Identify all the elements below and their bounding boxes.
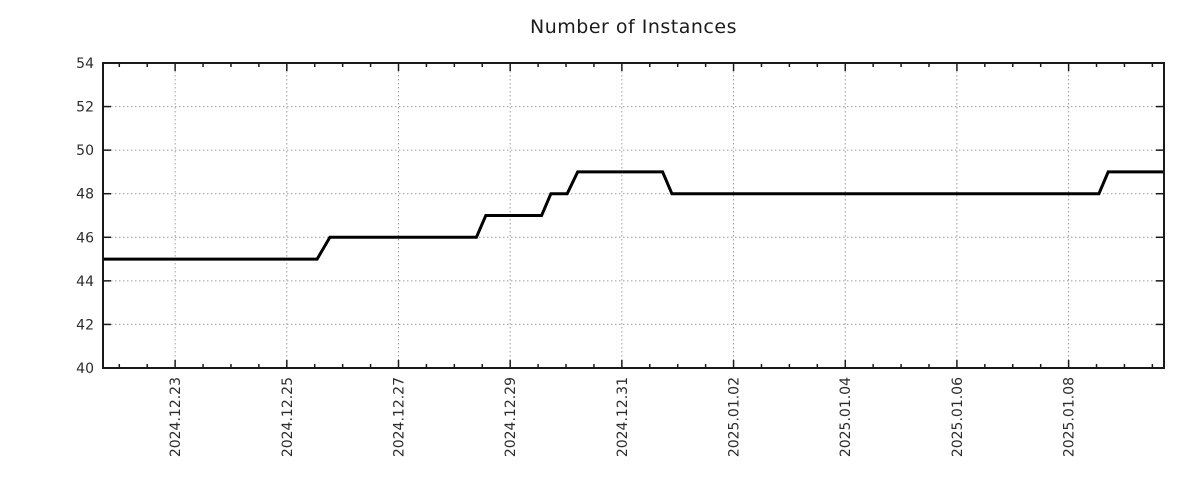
x-tick-label: 2025.01.08: [1062, 377, 1078, 457]
y-tick-label: 40: [76, 361, 94, 377]
plot-border: [102, 62, 1165, 369]
y-tick-label: 54: [76, 56, 94, 72]
x-tick-label: 2024.12.29: [503, 377, 519, 457]
y-tick-label: 50: [76, 143, 94, 159]
x-tick-label: 2025.01.04: [838, 377, 854, 457]
y-tick-label: 42: [76, 317, 94, 333]
x-tick-label: 2024.12.25: [280, 377, 296, 457]
x-tick-label: 2024.12.27: [391, 377, 407, 457]
x-tick-label: 2025.01.02: [727, 377, 743, 457]
x-tick-label: 2025.01.06: [950, 377, 966, 457]
y-tick-label: 44: [76, 274, 94, 290]
chart-title: Number of Instances: [530, 16, 737, 38]
y-tick-label: 48: [76, 187, 94, 203]
y-tick-label: 52: [76, 100, 94, 116]
series-line: [103, 170, 1164, 261]
x-tick-label: 2024.12.23: [168, 377, 184, 457]
y-tick-label: 46: [76, 230, 94, 246]
x-tick-label: 2024.12.31: [615, 377, 631, 457]
